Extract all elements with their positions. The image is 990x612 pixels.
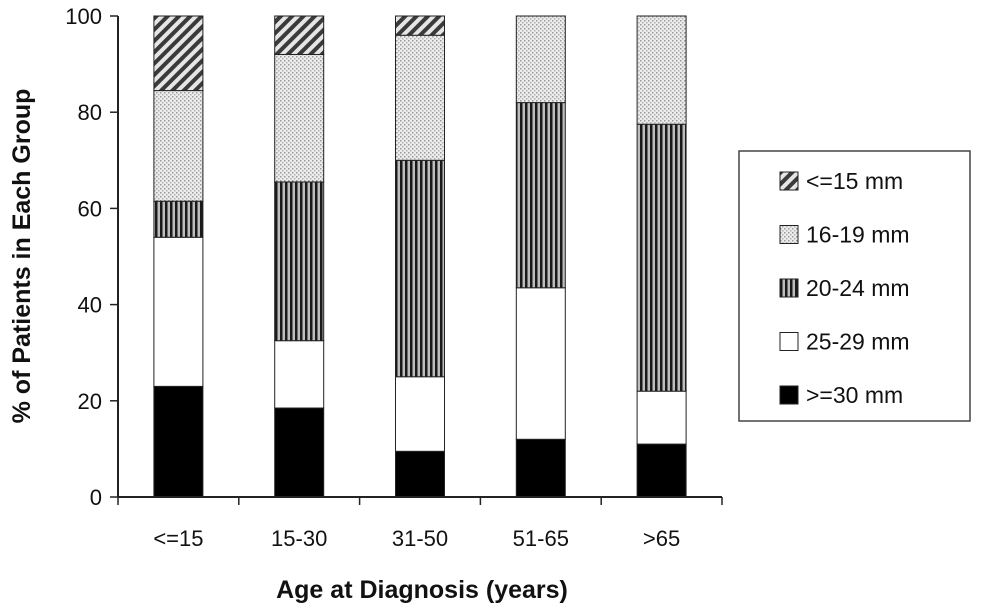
legend-label: 25-29 mm xyxy=(806,329,910,355)
bar-segment-ge30-mm xyxy=(636,443,687,498)
bar-segment-20-24-mm xyxy=(515,102,566,289)
y-tick-label: 0 xyxy=(90,485,102,510)
legend-item-ge30-mm: >=30 mm xyxy=(779,382,903,408)
bar-segment-ge30-mm xyxy=(395,450,445,498)
y-tick-label: 100 xyxy=(65,4,102,29)
legend-swatch xyxy=(779,278,799,298)
bar-segment-16-19-mm xyxy=(395,34,445,161)
bar-group-le15 xyxy=(153,15,204,498)
y-tick-label: 80 xyxy=(78,100,102,125)
legend-label: 16-19 mm xyxy=(806,222,910,248)
y-axis-title: % of Patients in Each Group xyxy=(8,89,36,424)
bar-segment-25-29-mm xyxy=(274,340,325,409)
bar-segment-16-19-mm xyxy=(515,15,566,104)
y-tick-label: 60 xyxy=(78,196,102,221)
x-tick-label: 31-50 xyxy=(392,526,448,551)
legend-label: >=30 mm xyxy=(806,382,903,408)
bar-group-31-50 xyxy=(395,15,445,498)
bar-segment-le15-mm xyxy=(274,15,325,55)
bar-segment-25-29-mm xyxy=(636,390,687,445)
bar-segment-16-19-mm xyxy=(274,53,325,183)
bar-group-51-65 xyxy=(515,15,566,498)
legend-label: <=15 mm xyxy=(806,168,903,194)
bar-segment-20-24-mm xyxy=(153,200,204,238)
legend-label: 20-24 mm xyxy=(806,275,910,301)
legend-item-25-29-mm: 25-29 mm xyxy=(779,329,910,355)
legend-swatch xyxy=(779,171,799,191)
x-axis-title: Age at Diagnosis (years) xyxy=(276,576,568,604)
y-ticks: 0 20 40 60 80 100 xyxy=(65,4,118,510)
x-ticks: <=15 15-30 31-50 51-65 >65 xyxy=(117,497,723,551)
x-tick-label: <=15 xyxy=(153,526,203,551)
y-tick-label: 40 xyxy=(78,293,102,318)
bar-segment-16-19-mm xyxy=(153,90,204,202)
bar-segment-25-29-mm xyxy=(395,376,445,452)
bar-segment-le15-mm xyxy=(153,15,204,92)
bar-group-15-30 xyxy=(274,15,325,498)
legend-item-16-19-mm: 16-19 mm xyxy=(779,222,910,248)
bar-group-65 xyxy=(636,15,687,498)
legend-swatch xyxy=(779,385,799,405)
bar-segment-25-29-mm xyxy=(153,236,204,387)
bar-segment-ge30-mm xyxy=(153,385,204,498)
bar-segment-25-29-mm xyxy=(515,287,566,440)
bar-segment-16-19-mm xyxy=(636,15,687,125)
bars-layer xyxy=(153,15,687,498)
legend-swatch xyxy=(779,332,799,351)
legend-item-20-24-mm: 20-24 mm xyxy=(779,275,910,301)
bar-segment-20-24-mm xyxy=(274,181,325,342)
legend-swatch xyxy=(779,225,799,244)
bar-segment-ge30-mm xyxy=(274,407,325,498)
bar-segment-20-24-mm xyxy=(395,159,445,378)
legend-items: <=15 mm 16-19 mm 20-24 mm 25-29 mm >=30 mm xyxy=(779,168,910,408)
legend: <=15 mm 16-19 mm 20-24 mm 25-29 mm >=30 mm xyxy=(738,150,971,422)
x-tick-label: 51-65 xyxy=(513,526,569,551)
x-tick-label: 15-30 xyxy=(271,526,327,551)
legend-frame xyxy=(738,150,971,422)
bar-segment-ge30-mm xyxy=(515,438,566,498)
y-tick-label: 20 xyxy=(78,389,102,414)
x-tick-label: >65 xyxy=(643,526,680,551)
bar-segment-le15-mm xyxy=(395,15,445,36)
legend-item-le15-mm: <=15 mm xyxy=(779,168,903,194)
bar-segment-20-24-mm xyxy=(636,123,687,392)
